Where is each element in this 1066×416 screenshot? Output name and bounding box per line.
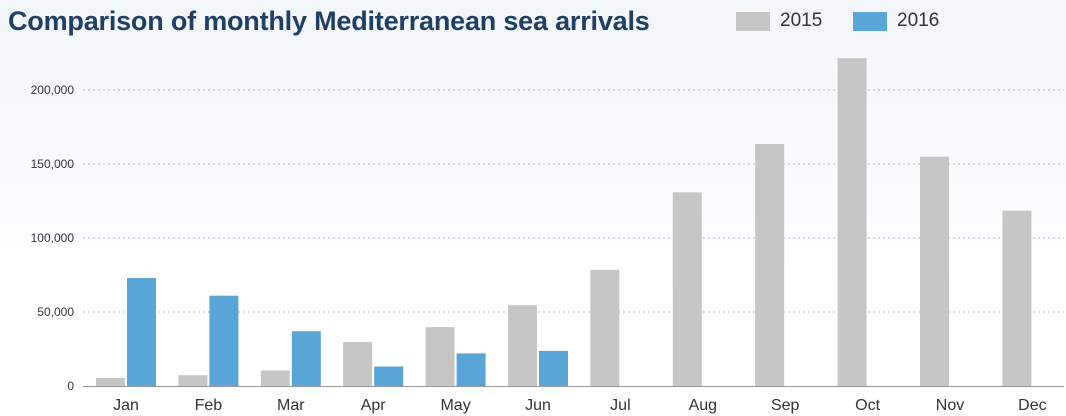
legend-item-2016: 2016 <box>853 10 939 32</box>
bar-2015-mar <box>260 370 290 386</box>
bars <box>96 58 1032 386</box>
bar-2016-may <box>456 353 486 386</box>
y-tick-label: 200,000 <box>31 83 75 97</box>
bar-2016-apr <box>374 366 404 386</box>
bar-2016-jan <box>127 278 156 386</box>
bar-2015-feb <box>178 375 208 386</box>
x-tick-label: Dec <box>1018 397 1046 414</box>
x-tick-label: Jan <box>113 397 139 414</box>
bar-2015-apr <box>343 341 373 386</box>
y-tick-label: 0 <box>67 379 74 393</box>
bar-2016-feb <box>209 295 239 386</box>
legend-swatch-2016 <box>853 11 887 31</box>
x-tick-label: Mar <box>277 397 305 414</box>
bar-2015-dec <box>1002 210 1032 386</box>
bar-2016-mar <box>291 331 321 386</box>
x-tick-label: Feb <box>195 397 223 414</box>
bar-2015-oct <box>837 58 867 386</box>
bar-2015-aug <box>672 192 702 386</box>
x-tick-label: Aug <box>689 397 717 414</box>
y-tick-label: 100,000 <box>31 231 75 245</box>
bar-2016-jun <box>539 350 568 386</box>
y-tick-label: 50,000 <box>37 305 74 319</box>
bar-2015-jan <box>96 377 125 386</box>
bar-2015-sep <box>755 144 785 386</box>
bar-2015-jul <box>590 269 620 386</box>
y-axis-ticks: 0 50,000 100,000 150,000 200,000 <box>31 83 75 393</box>
legend-item-2015: 2015 <box>736 10 822 32</box>
x-tick-label: Jun <box>525 397 551 414</box>
x-tick-label: May <box>440 397 470 414</box>
legend-label-2015: 2015 <box>780 10 823 31</box>
bar-2015-may <box>425 327 455 386</box>
legend-swatch-2015 <box>736 11 770 31</box>
chart-title: Comparison of monthly Mediterranean sea … <box>8 6 650 36</box>
x-tick-label: Nov <box>936 397 964 414</box>
x-axis-ticks: Jan Feb Mar Apr May Jun Jul Aug Sep Oct Nov Dec <box>113 397 1047 414</box>
x-tick-label: Jul <box>610 397 630 414</box>
gridlines <box>83 89 1064 387</box>
x-tick-label: Oct <box>855 397 880 414</box>
bar-2015-nov <box>920 156 949 386</box>
bar-2015-jun <box>508 305 537 386</box>
x-tick-label: Apr <box>361 397 387 414</box>
y-tick-label: 150,000 <box>31 157 75 171</box>
x-tick-label: Sep <box>771 397 800 414</box>
legend-label-2016: 2016 <box>897 10 940 31</box>
